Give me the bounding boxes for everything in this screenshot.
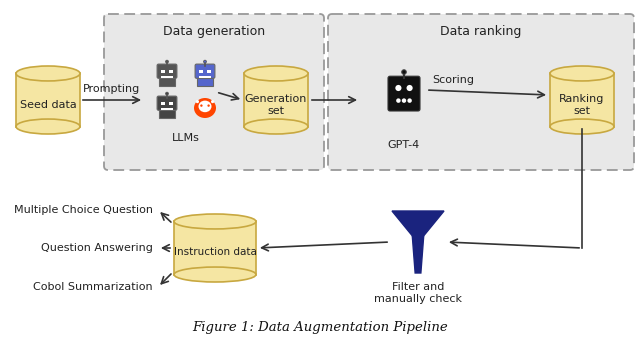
FancyBboxPatch shape [388,76,420,111]
FancyBboxPatch shape [157,96,177,110]
Bar [244,73,308,126]
Bar [16,73,80,126]
Text: Ranking
set: Ranking set [559,94,605,116]
Text: Data generation: Data generation [163,24,265,37]
Ellipse shape [174,214,256,229]
Bar [207,70,211,73]
Bar [200,75,211,78]
Bar [168,70,173,73]
Ellipse shape [194,98,216,118]
Bar [161,75,173,78]
Text: LLMs: LLMs [172,133,200,143]
Bar [159,109,175,118]
Ellipse shape [16,119,80,134]
Ellipse shape [196,100,199,103]
Bar [196,78,213,86]
Polygon shape [412,236,424,273]
Ellipse shape [408,98,412,103]
Bar [168,102,173,105]
Ellipse shape [396,98,401,103]
Text: Data ranking: Data ranking [440,24,522,37]
Text: Seed data: Seed data [20,100,76,110]
Bar [161,107,173,109]
Text: Question Answering: Question Answering [41,243,153,253]
Ellipse shape [244,119,308,134]
Ellipse shape [550,66,614,81]
Ellipse shape [207,104,210,107]
FancyBboxPatch shape [195,64,215,78]
Ellipse shape [211,100,214,103]
Text: Instruction data: Instruction data [173,247,257,257]
FancyBboxPatch shape [328,14,634,170]
Text: Cobol Summarization: Cobol Summarization [33,282,153,292]
Ellipse shape [200,104,203,107]
Polygon shape [392,211,444,236]
FancyBboxPatch shape [104,14,324,170]
Bar [161,70,165,73]
Ellipse shape [244,66,308,81]
Ellipse shape [198,101,211,112]
Text: Figure 1: Data Augmentation Pipeline: Figure 1: Data Augmentation Pipeline [192,322,448,335]
Bar [174,221,256,274]
Ellipse shape [166,60,168,63]
Ellipse shape [402,98,406,103]
Ellipse shape [550,119,614,134]
Ellipse shape [16,66,80,81]
Ellipse shape [166,92,168,95]
Bar [159,78,175,86]
Text: Generation
set: Generation set [245,94,307,116]
Ellipse shape [174,267,256,282]
Ellipse shape [396,85,401,91]
Bar [550,73,614,126]
Text: Filter and
manually check: Filter and manually check [374,282,462,304]
FancyBboxPatch shape [157,64,177,78]
Text: Prompting: Prompting [83,84,141,94]
Text: Multiple Choice Question: Multiple Choice Question [14,205,153,215]
Ellipse shape [204,60,206,63]
Ellipse shape [406,85,413,91]
Bar [161,102,165,105]
Ellipse shape [402,70,406,74]
Text: Scoring: Scoring [432,75,474,85]
Bar [200,70,204,73]
Text: GPT-4: GPT-4 [388,140,420,150]
